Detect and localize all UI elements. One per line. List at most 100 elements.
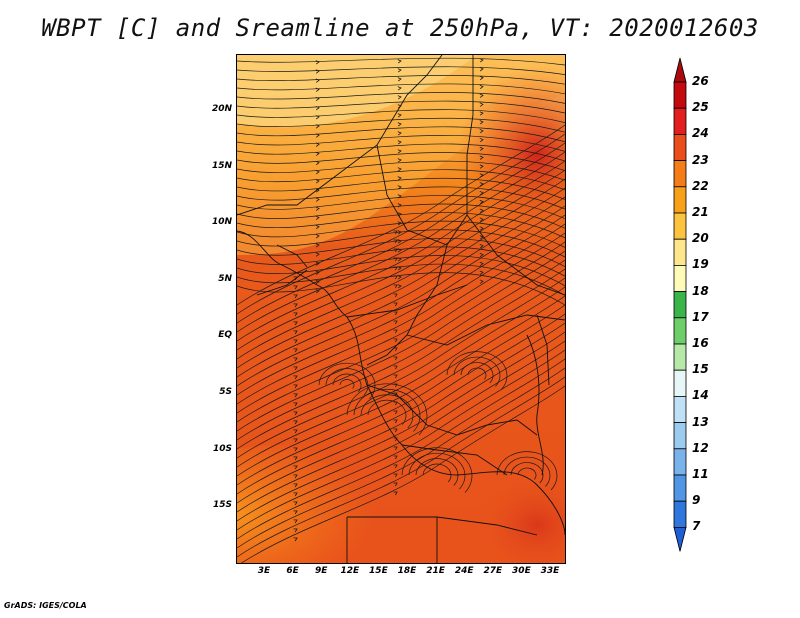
streamline-arrow (315, 270, 320, 275)
lon-tick-label: 33E (540, 566, 560, 576)
streamline-arrow (293, 339, 298, 344)
streamline (453, 356, 501, 387)
streamline (237, 250, 565, 432)
streamline (237, 304, 565, 486)
streamline (237, 124, 565, 306)
streamline-arrow (479, 270, 484, 275)
streamline (503, 456, 551, 487)
streamline (237, 205, 565, 387)
streamline-arrow (479, 111, 484, 116)
streamline-arrow (393, 329, 398, 334)
streamline-arrow (479, 93, 484, 98)
streamline (237, 195, 565, 219)
streamline (237, 135, 565, 152)
colorbar-swatch (673, 500, 687, 528)
colorbar-tick-label: 13 (692, 414, 709, 429)
streamline-arrow (479, 84, 484, 90)
streamline (237, 196, 565, 378)
streamline-arrow (397, 122, 402, 127)
wbpt-band-light (237, 55, 477, 128)
lake-border (526, 334, 544, 476)
wbpt-max-northeast (457, 65, 565, 245)
lake-border (536, 314, 550, 386)
streamline-arrow (315, 234, 320, 239)
streamline (237, 92, 565, 104)
colorbar-top-tip (673, 57, 687, 83)
streamline-arrow (293, 438, 298, 443)
streamline-arrow (315, 69, 320, 74)
colorbar-tick-label: 24 (692, 126, 709, 141)
streamline-arrow (479, 58, 484, 63)
streamline-arrow (315, 188, 320, 193)
streamline (339, 379, 355, 389)
streamline-arrow (293, 393, 298, 398)
streamline (237, 169, 565, 351)
streamline-arrow (393, 275, 398, 280)
streamline-arrow (393, 455, 398, 460)
streamline-arrow (397, 149, 402, 154)
streamline-arrow (293, 285, 298, 290)
streamline-arrow (393, 410, 398, 415)
streamline (237, 349, 565, 531)
streamline-arrow (397, 239, 402, 244)
colorbar-tick-label: 14 (692, 388, 709, 403)
colorbar-swatch (673, 474, 687, 502)
streamline (237, 203, 565, 229)
streamline-arrow (293, 330, 298, 335)
streamline-arrow (393, 284, 398, 289)
streamline-arrow (315, 252, 320, 257)
colorbar-tick-label: 12 (692, 440, 709, 455)
streamline (346, 383, 428, 436)
streamline-arrow (393, 248, 398, 253)
streamline-arrow (397, 185, 402, 190)
streamline (237, 143, 565, 162)
streamline-arrow (397, 131, 402, 136)
streamline-arrow (315, 60, 320, 65)
streamline-arrow (393, 320, 398, 325)
streamline-arrow (393, 401, 398, 406)
streamline (237, 100, 565, 114)
colorbar-tick-label: 16 (692, 336, 709, 350)
streamline (353, 388, 421, 432)
streamline-arrow (393, 266, 398, 271)
streamline (237, 232, 565, 414)
streamline-arrow (315, 124, 320, 129)
streamline (460, 362, 494, 384)
streamline-arrow (315, 115, 320, 120)
streamline (237, 331, 565, 513)
streamline-arrow (397, 275, 402, 280)
streamline-arrow (293, 294, 298, 299)
streamline-arrow (315, 160, 320, 166)
streamline-arrow (479, 279, 484, 284)
colorbar-swatch (673, 81, 687, 109)
colorbar-swatch (673, 238, 687, 266)
streamline (237, 160, 565, 181)
lat-tick-label: 10S (212, 443, 232, 454)
streamline-arrow (293, 384, 298, 389)
streamline-arrow (393, 293, 398, 298)
border-line (256, 269, 308, 296)
colorbar-swatch (673, 369, 687, 397)
colorbar-swatch (673, 395, 687, 423)
streamline-arrow (315, 224, 320, 230)
streamline (237, 313, 565, 495)
colorbar-tick-label: 21 (692, 205, 709, 219)
streamline-arrow (479, 217, 484, 222)
streamline (517, 467, 537, 480)
streamline-arrow (479, 164, 484, 169)
border-line (237, 55, 443, 216)
border-line (346, 284, 468, 318)
chart-title: WBPT [C] and Sreamline at 250hPa, VT: 20… (41, 14, 759, 42)
streamline (237, 169, 565, 191)
streamline-arrow (293, 447, 298, 452)
streamline-arrow (315, 197, 320, 202)
streamline-arrow (479, 129, 484, 134)
streamline (237, 142, 565, 324)
lat-tick-label: 15S (212, 500, 232, 511)
streamline-arrow (293, 429, 298, 434)
streamline-arrow (393, 464, 398, 469)
streamline (496, 451, 558, 491)
streamline-arrow (397, 284, 402, 289)
colorbar-tick-label: 23 (692, 152, 709, 167)
streamline-arrow (393, 347, 398, 352)
